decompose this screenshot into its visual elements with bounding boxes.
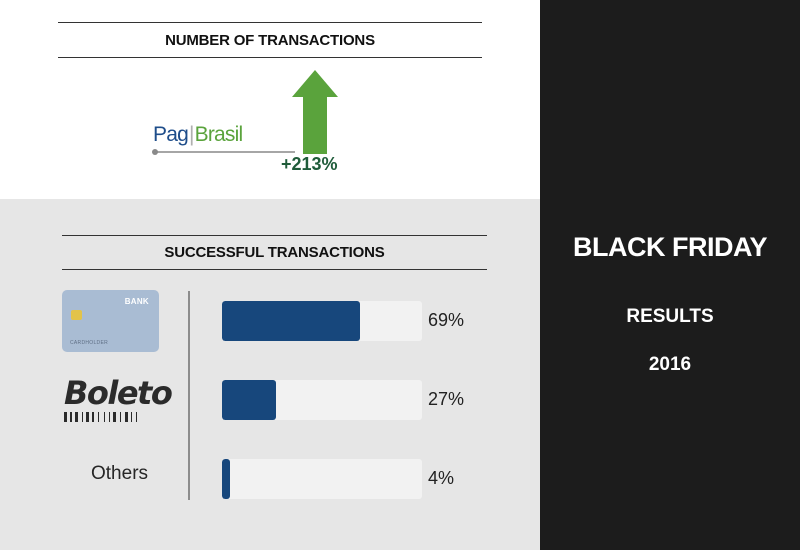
growth-data-label: +213%	[281, 154, 338, 174]
bar-track-card	[222, 301, 422, 341]
bar-data-label-others: 4%	[428, 468, 455, 488]
black-friday-title: BLACK FRIDAY	[572, 232, 768, 262]
barcode-bar	[98, 412, 99, 422]
barcode-bar	[86, 412, 89, 422]
barcode-bar	[120, 412, 121, 422]
year-label: 2016	[648, 354, 692, 375]
bar-data-label-boleto: 27%	[428, 389, 465, 409]
pagbrasil-logo-part2: Brasil	[194, 123, 244, 146]
chart-divider	[188, 291, 190, 500]
boleto-logo: Boleto	[64, 374, 173, 431]
barcode-bar	[125, 412, 128, 422]
bar-track-others	[222, 459, 422, 499]
barcode-bar	[109, 412, 110, 422]
up-arrow-icon	[292, 70, 338, 154]
bar-data-label-card: 69%	[428, 310, 465, 330]
others-label: Others	[91, 463, 149, 484]
barcode-icon	[64, 412, 137, 422]
pagbrasil-logo-part1: Pag	[153, 123, 189, 146]
successful-title: SUCCESSFUL TRANSACTIONS	[62, 235, 487, 270]
barcode-bar	[131, 412, 132, 422]
barcode-bar	[113, 412, 116, 422]
barcode-bar	[70, 412, 72, 422]
card-chip-icon	[71, 310, 82, 320]
barcode-bar	[82, 412, 83, 422]
barcode-bar	[92, 412, 94, 422]
pagbrasil-logo: Pag|Brasil	[153, 122, 244, 148]
transactions-panel	[0, 0, 540, 199]
bar-track-boleto	[222, 380, 422, 420]
bar-card	[222, 301, 360, 341]
barcode-bar	[75, 412, 78, 422]
baseline-line	[155, 151, 295, 153]
credit-card-icon: BANK CARDHOLDER	[62, 290, 159, 352]
barcode-bar	[64, 412, 67, 422]
card-bank-text: BANK	[124, 297, 149, 306]
barcode-bar	[104, 412, 105, 422]
black-friday-panel	[540, 0, 800, 550]
barcode-bar	[136, 412, 137, 422]
growth-bar	[292, 70, 338, 154]
card-holder-text: CARDHOLDER	[70, 340, 109, 346]
boleto-word: Boleto	[64, 374, 173, 412]
results-label: RESULTS	[626, 306, 714, 327]
bar-others	[222, 459, 230, 499]
baseline-dot	[152, 149, 158, 155]
pagbrasil-logo-separator: |	[188, 123, 194, 146]
transactions-title: NUMBER OF TRANSACTIONS	[58, 22, 482, 58]
bar-boleto	[222, 380, 276, 420]
